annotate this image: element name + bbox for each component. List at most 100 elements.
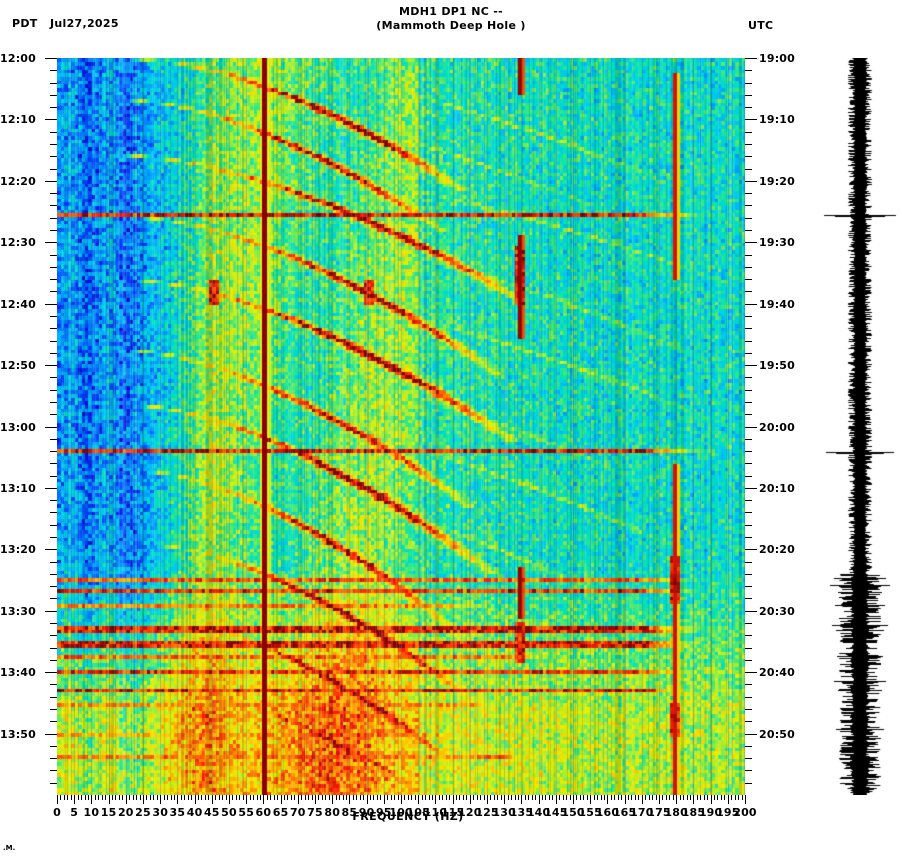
timezone-right-label: UTC [748,19,774,32]
left-minor-tick [50,623,57,625]
freq-minor-tick [703,795,705,800]
freq-minor-tick [129,795,131,800]
freq-minor-tick [239,795,241,800]
freq-minor-tick [696,795,698,800]
freq-minor-tick [535,795,537,800]
left-minor-tick [50,770,57,772]
left-minor-tick [50,721,57,723]
left-minor-tick [50,217,57,219]
left-time-tick-label: 13:00 [0,420,37,434]
left-minor-tick [50,315,57,317]
freq-minor-tick [253,795,255,800]
freq-major-tick [315,795,316,804]
freq-minor-tick [259,795,261,800]
seismogram-trace [820,58,902,795]
freq-minor-tick [614,795,616,800]
freq-major-tick [143,795,144,804]
freq-minor-tick [648,795,650,800]
freq-minor-tick [431,795,433,800]
left-major-tick [45,610,57,612]
left-minor-tick [50,328,57,330]
freq-minor-tick [679,795,681,800]
freq-minor-tick [328,795,330,800]
freq-tick-label: 40 [186,806,203,819]
freq-minor-tick [404,795,406,800]
left-minor-tick [50,463,57,465]
right-minor-tick [745,168,752,170]
left-minor-tick [50,414,57,416]
station-code-title: MDH1 DP1 NC -- [399,5,503,18]
freq-minor-tick [579,795,581,800]
freq-tick-label: 165 [612,806,637,819]
freq-minor-tick [163,795,165,800]
freq-minor-tick [734,795,736,800]
left-minor-tick [50,82,57,84]
left-minor-tick [50,266,57,268]
freq-minor-tick [173,795,175,800]
freq-minor-tick [500,795,502,800]
freq-minor-tick [63,795,65,800]
freq-minor-tick [528,795,530,800]
right-minor-tick [745,70,752,72]
right-time-tick-label: 19:20 [759,174,796,188]
freq-minor-tick [225,795,227,800]
freq-minor-tick [717,795,719,800]
freq-minor-tick [483,795,485,800]
right-minor-tick [745,782,752,784]
freq-minor-tick [569,795,571,800]
freq-minor-tick [445,795,447,800]
station-name-subtitle: (Mammoth Deep Hole ) [376,19,526,32]
freq-minor-tick [421,795,423,800]
freq-major-tick [263,795,265,804]
right-minor-tick [745,475,752,477]
left-minor-tick [50,340,57,342]
freq-minor-tick [524,795,526,800]
spectrogram-canvas[interactable] [57,58,745,795]
freq-minor-tick [397,795,399,800]
freq-minor-tick [363,795,365,800]
right-minor-tick [745,217,752,219]
left-minor-tick [50,512,57,514]
freq-major-tick [641,795,643,804]
freq-minor-tick [356,795,358,800]
right-minor-tick [745,266,752,268]
right-minor-tick [745,647,752,649]
left-major-tick [45,303,57,305]
left-time-tick-label: 13:50 [0,727,37,741]
left-minor-tick [50,229,57,231]
freq-tick-label: 80 [324,806,341,819]
right-time-tick-label: 19:10 [759,113,796,127]
freq-major-tick [590,795,592,804]
freq-minor-tick [700,795,702,800]
right-minor-tick [745,229,752,231]
freq-tick-label: 120 [458,806,482,819]
left-minor-tick [50,524,57,526]
right-time-tick-label: 20:50 [759,727,796,741]
freq-minor-tick [731,795,733,800]
freq-tick-label: 85 [341,806,358,819]
corner-mark: .M. [3,844,16,852]
freq-minor-tick [321,795,323,800]
freq-tick-label: 195 [716,806,740,819]
freq-minor-tick [105,795,107,800]
freq-minor-tick [87,795,89,800]
freq-major-tick [383,795,385,804]
freq-major-tick [745,795,746,804]
right-time-tick-label: 20:30 [759,604,796,618]
freq-minor-tick [304,795,306,800]
freq-minor-tick [621,795,623,800]
freq-minor-tick [707,795,709,800]
freq-minor-tick [153,795,155,800]
spectrogram-plot[interactable] [57,58,745,795]
freq-minor-tick [81,795,83,800]
right-minor-tick [745,451,752,453]
freq-tick-label: 60 [255,806,272,819]
left-major-tick [45,119,57,121]
date-label: Jul27,2025 [50,17,119,30]
freq-minor-tick [318,795,320,800]
freq-tick-label: 10 [83,806,100,819]
left-minor-tick [50,254,57,256]
freq-major-tick [555,795,557,804]
freq-major-tick [108,795,110,804]
right-time-tick-label: 19:50 [759,359,796,373]
